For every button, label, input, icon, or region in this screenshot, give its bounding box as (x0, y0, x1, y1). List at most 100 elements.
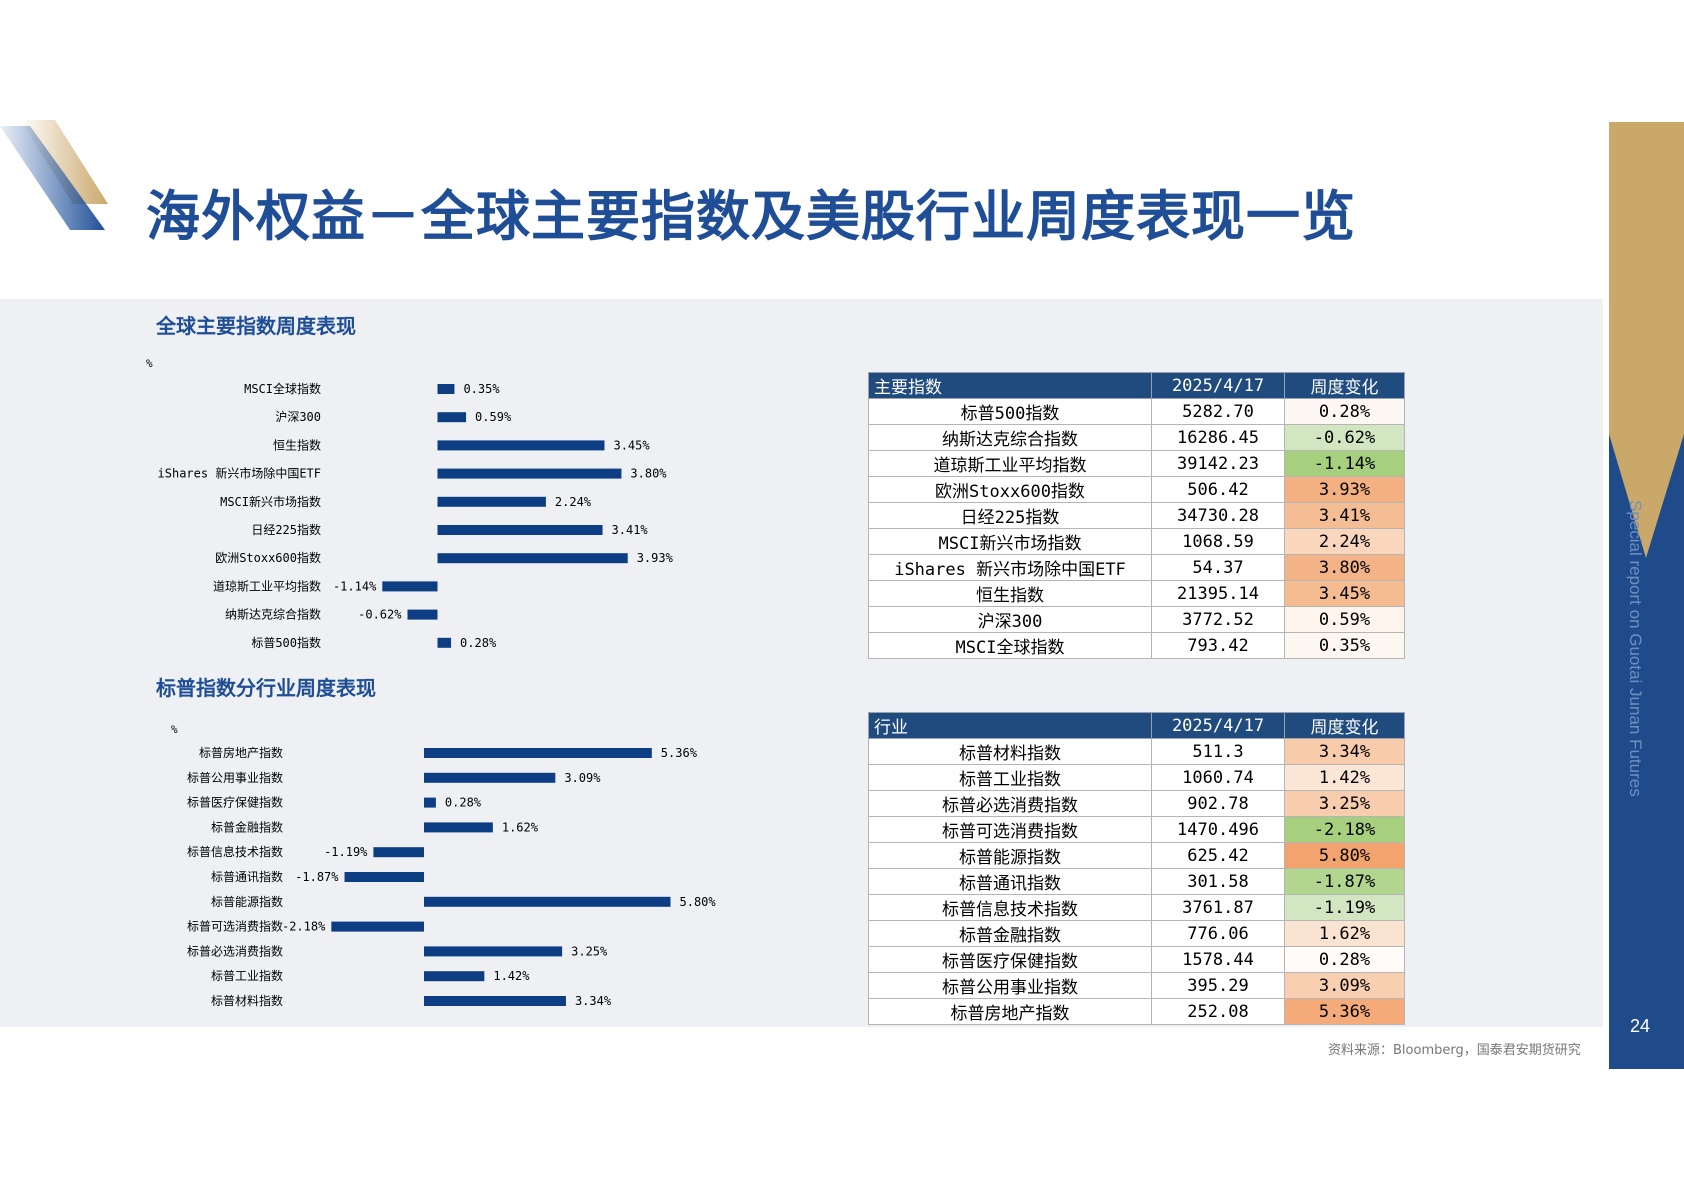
row-name-cell: 道琼斯工业平均指数 (868, 450, 1152, 477)
table-row: 标普工业指数 1060.74 1.42% (868, 764, 1405, 791)
table-row: 标普金融指数 776.06 1.62% (868, 920, 1405, 947)
row-price-cell: 16286.45 (1151, 424, 1285, 451)
row-name-cell: 标普信息技术指数 (868, 894, 1152, 921)
row-change-cell: 3.34% (1284, 738, 1405, 765)
y-unit-label: % (171, 723, 178, 736)
row-price-cell: 34730.28 (1151, 502, 1285, 529)
data-label: -1.87% (295, 870, 339, 884)
row-price-cell: 252.08 (1151, 998, 1285, 1025)
row-name-cell: 恒生指数 (868, 580, 1152, 607)
table-header-change: 周度变化 (1284, 712, 1405, 739)
bar (424, 797, 436, 808)
table-row: 日经225指数 34730.28 3.41% (868, 502, 1405, 529)
category-label: MSCI新兴市场指数 (220, 494, 321, 509)
bar (424, 971, 485, 982)
category-label: 标普能源指数 (211, 894, 283, 909)
data-label: 3.45% (613, 438, 650, 452)
row-change-cell: 3.25% (1284, 790, 1405, 817)
category-label: 恒生指数 (273, 437, 321, 452)
row-price-cell: 54.37 (1151, 554, 1285, 581)
table-row: MSCI全球指数 793.42 0.35% (868, 632, 1405, 659)
sidebar-caption: Special report on Guotai Junan Futures (1626, 500, 1645, 797)
row-price-cell: 625.42 (1151, 842, 1285, 869)
row-price-cell: 395.29 (1151, 972, 1285, 999)
category-label: 标普医疗保健指数 (187, 795, 283, 810)
row-price-cell: 21395.14 (1151, 580, 1285, 607)
bar (424, 748, 652, 758)
bar (437, 637, 452, 648)
table-row: 标普必选消费指数 902.78 3.25% (868, 790, 1405, 817)
data-label: 3.34% (575, 994, 612, 1008)
row-change-cell: -0.62% (1284, 424, 1405, 451)
bar (344, 872, 424, 882)
row-change-cell: -1.87% (1284, 868, 1405, 895)
row-name-cell: iShares 新兴市场除中国ETF (868, 554, 1152, 581)
category-label: 标普公用事业指数 (187, 770, 283, 785)
row-price-cell: 793.42 (1151, 632, 1285, 659)
page-number: 24 (1630, 1016, 1651, 1036)
row-change-cell: -1.14% (1284, 450, 1405, 477)
sector-bar-chart: % 标普房地产指数 5.36% 标普公用事业指数 3.09% 标普医疗保健指数 0.28% 标… (171, 723, 716, 1008)
row-name-cell: 标普可选消费指数 (868, 816, 1152, 843)
category-label: 标普信息技术指数 (187, 844, 283, 859)
category-label: 标普工业指数 (211, 968, 283, 983)
table-header-index: 主要指数 (868, 372, 1152, 399)
row-name-cell: 标普房地产指数 (868, 998, 1152, 1025)
row-price-cell: 776.06 (1151, 920, 1285, 947)
sidebar-notch (1609, 434, 1684, 558)
category-label: 沪深300 (275, 410, 321, 424)
row-name-cell: 日经225指数 (868, 502, 1152, 529)
data-label: 5.36% (661, 746, 698, 760)
row-change-cell: 1.62% (1284, 920, 1405, 947)
bar (382, 581, 438, 592)
data-label: 3.25% (571, 944, 608, 958)
row-price-cell: 5282.70 (1151, 398, 1285, 425)
sector-chart-subtitle: 标普指数分行业周度表现 (156, 676, 376, 700)
row-change-cell: 5.80% (1284, 842, 1405, 869)
table-header-change: 周度变化 (1284, 372, 1405, 399)
row-change-cell: 0.59% (1284, 606, 1405, 633)
table-row: 标普能源指数 625.42 5.80% (868, 842, 1405, 869)
sector-performance-table: 行业 2025/4/17 周度变化 标普材料指数 511.3 3.34% 标普工业指数… (868, 712, 1405, 1025)
data-label: 0.28% (460, 636, 497, 650)
table-row: 标普材料指数 511.3 3.34% (868, 738, 1405, 765)
row-name-cell: MSCI全球指数 (868, 632, 1152, 659)
row-name-cell: 标普能源指数 (868, 842, 1152, 869)
bar (437, 553, 628, 564)
bar (331, 921, 424, 932)
table-row: 纳斯达克综合指数 16286.45 -0.62% (868, 424, 1405, 451)
row-change-cell: 5.36% (1284, 998, 1405, 1025)
sidebar-gold-band (1609, 122, 1684, 434)
row-price-cell: 1578.44 (1151, 946, 1285, 973)
table-row: MSCI新兴市场指数 1068.59 2.24% (868, 528, 1405, 555)
category-label: 标普通讯指数 (211, 869, 283, 884)
bar (437, 384, 455, 394)
row-name-cell: 标普通讯指数 (868, 868, 1152, 895)
table-row: 道琼斯工业平均指数 39142.23 -1.14% (868, 450, 1405, 477)
category-label: 标普房地产指数 (199, 745, 283, 760)
data-label: 3.09% (564, 771, 601, 785)
data-label: 3.41% (612, 523, 649, 537)
row-price-cell: 1060.74 (1151, 764, 1285, 791)
category-label: 标普金融指数 (211, 819, 283, 834)
row-change-cell: 0.35% (1284, 632, 1405, 659)
category-label: MSCI全球指数 (244, 381, 321, 396)
row-price-cell: 902.78 (1151, 790, 1285, 817)
bar (424, 822, 493, 833)
bar (437, 525, 603, 535)
row-name-cell: 标普工业指数 (868, 764, 1152, 791)
table-row: 标普信息技术指数 3761.87 -1.19% (868, 894, 1405, 921)
row-price-cell: 1470.496 (1151, 816, 1285, 843)
category-label: 标普500指数 (251, 635, 321, 650)
y-unit-label: % (146, 357, 153, 370)
row-change-cell: 3.45% (1284, 580, 1405, 607)
bar (437, 412, 467, 423)
row-price-cell: 3761.87 (1151, 894, 1285, 921)
row-name-cell: 沪深300 (868, 606, 1152, 633)
bar (424, 946, 563, 957)
row-price-cell: 506.42 (1151, 476, 1285, 503)
data-label: -0.62% (358, 608, 402, 622)
row-name-cell: 欧洲Stoxx600指数 (868, 476, 1152, 503)
data-label: 0.59% (475, 410, 512, 424)
data-label: 0.28% (445, 796, 482, 810)
